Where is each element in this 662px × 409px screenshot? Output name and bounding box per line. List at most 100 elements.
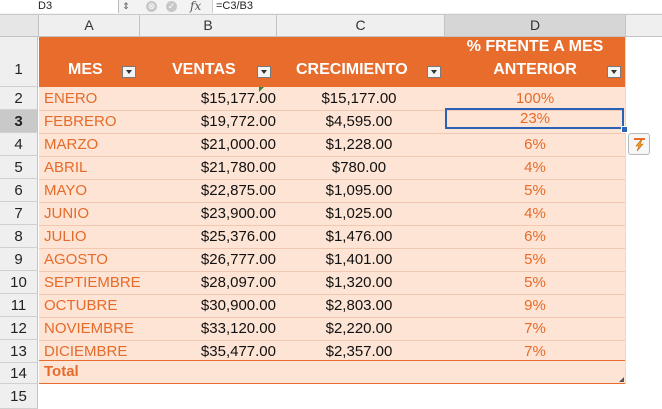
- formula-input[interactable]: =C3/B3: [212, 0, 662, 13]
- cell-mes[interactable]: JUNIO: [44, 205, 89, 222]
- cell-pct[interactable]: 4%: [524, 205, 546, 222]
- cell-pct[interactable]: 9%: [524, 297, 546, 314]
- cell-ventas[interactable]: $33,120.00: [200, 320, 276, 337]
- cell-mes[interactable]: NOVIEMBRE: [44, 320, 135, 337]
- cell-crecimiento[interactable]: $1,025.00: [325, 205, 393, 222]
- row-header-15[interactable]: 15: [0, 384, 38, 409]
- cell-mes[interactable]: MARZO: [44, 136, 99, 153]
- cell-ventas[interactable]: $26,777.00: [200, 251, 276, 268]
- table-body: [39, 87, 625, 383]
- row-header-12[interactable]: 12: [0, 317, 38, 340]
- cell-crecimiento[interactable]: $4,595.00: [325, 113, 393, 130]
- row-header-9[interactable]: 9: [0, 248, 38, 271]
- row-header-7[interactable]: 7: [0, 202, 38, 225]
- cell-mes[interactable]: ENERO: [44, 90, 98, 107]
- row-header-4[interactable]: 4: [0, 133, 38, 156]
- cell-ventas[interactable]: $23,900.00: [200, 205, 276, 222]
- row-header-10[interactable]: 10: [0, 271, 38, 294]
- cell-pct[interactable]: 100%: [515, 90, 555, 107]
- cell-ventas[interactable]: $21,780.00: [200, 159, 276, 176]
- row-header-11[interactable]: 11: [0, 294, 38, 317]
- row-header-13[interactable]: 13: [0, 340, 38, 363]
- cell-ventas[interactable]: $15,177.00: [200, 90, 276, 107]
- cell-mes[interactable]: FEBRERO: [44, 113, 117, 130]
- cell-ventas[interactable]: $22,875.00: [200, 182, 276, 199]
- cell-crecimiento[interactable]: $1,401.00: [325, 251, 393, 268]
- cell-mes[interactable]: OCTUBRE: [44, 297, 118, 314]
- filter-dropdown-icon[interactable]: [257, 66, 271, 78]
- cell-ventas[interactable]: $30,900.00: [200, 297, 276, 314]
- row-divider: [39, 179, 625, 180]
- filter-dropdown-icon[interactable]: [122, 66, 136, 78]
- cell-crecimiento[interactable]: $2,357.00: [325, 343, 393, 360]
- row-divider: [39, 294, 625, 295]
- lightning-icon: [634, 138, 645, 152]
- cell-crecimiento[interactable]: $2,803.00: [325, 297, 393, 314]
- cell-pct[interactable]: 5%: [524, 274, 546, 291]
- row-divider: [39, 317, 625, 318]
- row-header-5[interactable]: 5: [0, 156, 38, 179]
- cell-mes[interactable]: ABRIL: [44, 159, 88, 176]
- name-box-dropdown-icon[interactable]: ⇕: [122, 1, 130, 11]
- column-header-c[interactable]: C: [277, 15, 445, 36]
- total-row-border: [39, 360, 625, 361]
- cell-ventas[interactable]: $19,772.00: [200, 113, 276, 130]
- cell-pct[interactable]: 6%: [524, 228, 546, 245]
- quick-analysis-button[interactable]: [628, 133, 650, 155]
- column-header-d[interactable]: D: [445, 15, 626, 36]
- filter-dropdown-icon[interactable]: [427, 66, 441, 78]
- row-divider: [39, 133, 625, 134]
- cell-crecimiento[interactable]: $1,320.00: [325, 274, 393, 291]
- cell-mes[interactable]: DICIEMBRE: [44, 343, 128, 360]
- row-header-2[interactable]: 2: [0, 87, 38, 110]
- cell-mes[interactable]: MAYO: [44, 182, 88, 199]
- cell-pct[interactable]: 23%: [519, 110, 551, 127]
- row-header-1[interactable]: 1: [0, 37, 38, 87]
- row-divider: [39, 110, 625, 111]
- column-header-b[interactable]: B: [140, 15, 277, 36]
- cell-pct[interactable]: 6%: [524, 136, 546, 153]
- cell-mes[interactable]: AGOSTO: [44, 251, 108, 268]
- cell-ventas[interactable]: $28,097.00: [200, 274, 276, 291]
- row-header-3[interactable]: 3: [0, 110, 38, 133]
- header-pct-line1: % FRENTE A MES: [466, 38, 604, 55]
- cancel-icon[interactable]: ⊗: [146, 1, 157, 12]
- filter-dropdown-icon[interactable]: [607, 66, 621, 78]
- table-resize-handle[interactable]: [619, 377, 624, 382]
- total-label[interactable]: Total: [44, 363, 79, 380]
- selected-cell-outline[interactable]: [445, 108, 624, 129]
- cell-pct[interactable]: 4%: [524, 159, 546, 176]
- confirm-icon[interactable]: ✓: [166, 1, 177, 12]
- header-pct-line2: ANTERIOR: [493, 61, 577, 78]
- row-header-6[interactable]: 6: [0, 179, 38, 202]
- cell-ventas[interactable]: $35,477.00: [200, 343, 276, 360]
- row-header-14[interactable]: 14: [0, 363, 38, 384]
- cell-pct[interactable]: 5%: [524, 182, 546, 199]
- cell-pct[interactable]: 7%: [524, 343, 546, 360]
- select-all-corner[interactable]: [0, 15, 39, 36]
- cell-crecimiento[interactable]: $1,095.00: [325, 182, 393, 199]
- empty-row[interactable]: [39, 384, 662, 409]
- row-divider: [39, 225, 625, 226]
- cell-reference: D3: [38, 0, 53, 12]
- header-ventas: VENTAS: [172, 61, 236, 78]
- cell-crecimiento[interactable]: $1,228.00: [325, 136, 393, 153]
- fx-icon[interactable]: fx: [190, 0, 202, 13]
- cell-pct[interactable]: 7%: [524, 320, 546, 337]
- cell-crecimiento[interactable]: $15,177.00: [321, 90, 397, 107]
- cell-mes[interactable]: SEPTIEMBRE: [44, 274, 141, 291]
- cell-crecimiento[interactable]: $780.00: [331, 159, 387, 176]
- cell-ventas[interactable]: $25,376.00: [200, 228, 276, 245]
- name-box[interactable]: D3: [0, 0, 119, 13]
- cell-pct[interactable]: 5%: [524, 251, 546, 268]
- row-divider: [39, 248, 625, 249]
- fill-handle[interactable]: [621, 126, 628, 133]
- cell-ventas[interactable]: $21,000.00: [200, 136, 276, 153]
- cell-crecimiento[interactable]: $1,476.00: [325, 228, 393, 245]
- column-header-a[interactable]: A: [39, 15, 140, 36]
- formula-text: =C3/B3: [216, 0, 253, 12]
- cell-crecimiento[interactable]: $2,220.00: [325, 320, 393, 337]
- row-header-8[interactable]: 8: [0, 225, 38, 248]
- cell-mes[interactable]: JULIO: [44, 228, 87, 245]
- row-divider: [39, 202, 625, 203]
